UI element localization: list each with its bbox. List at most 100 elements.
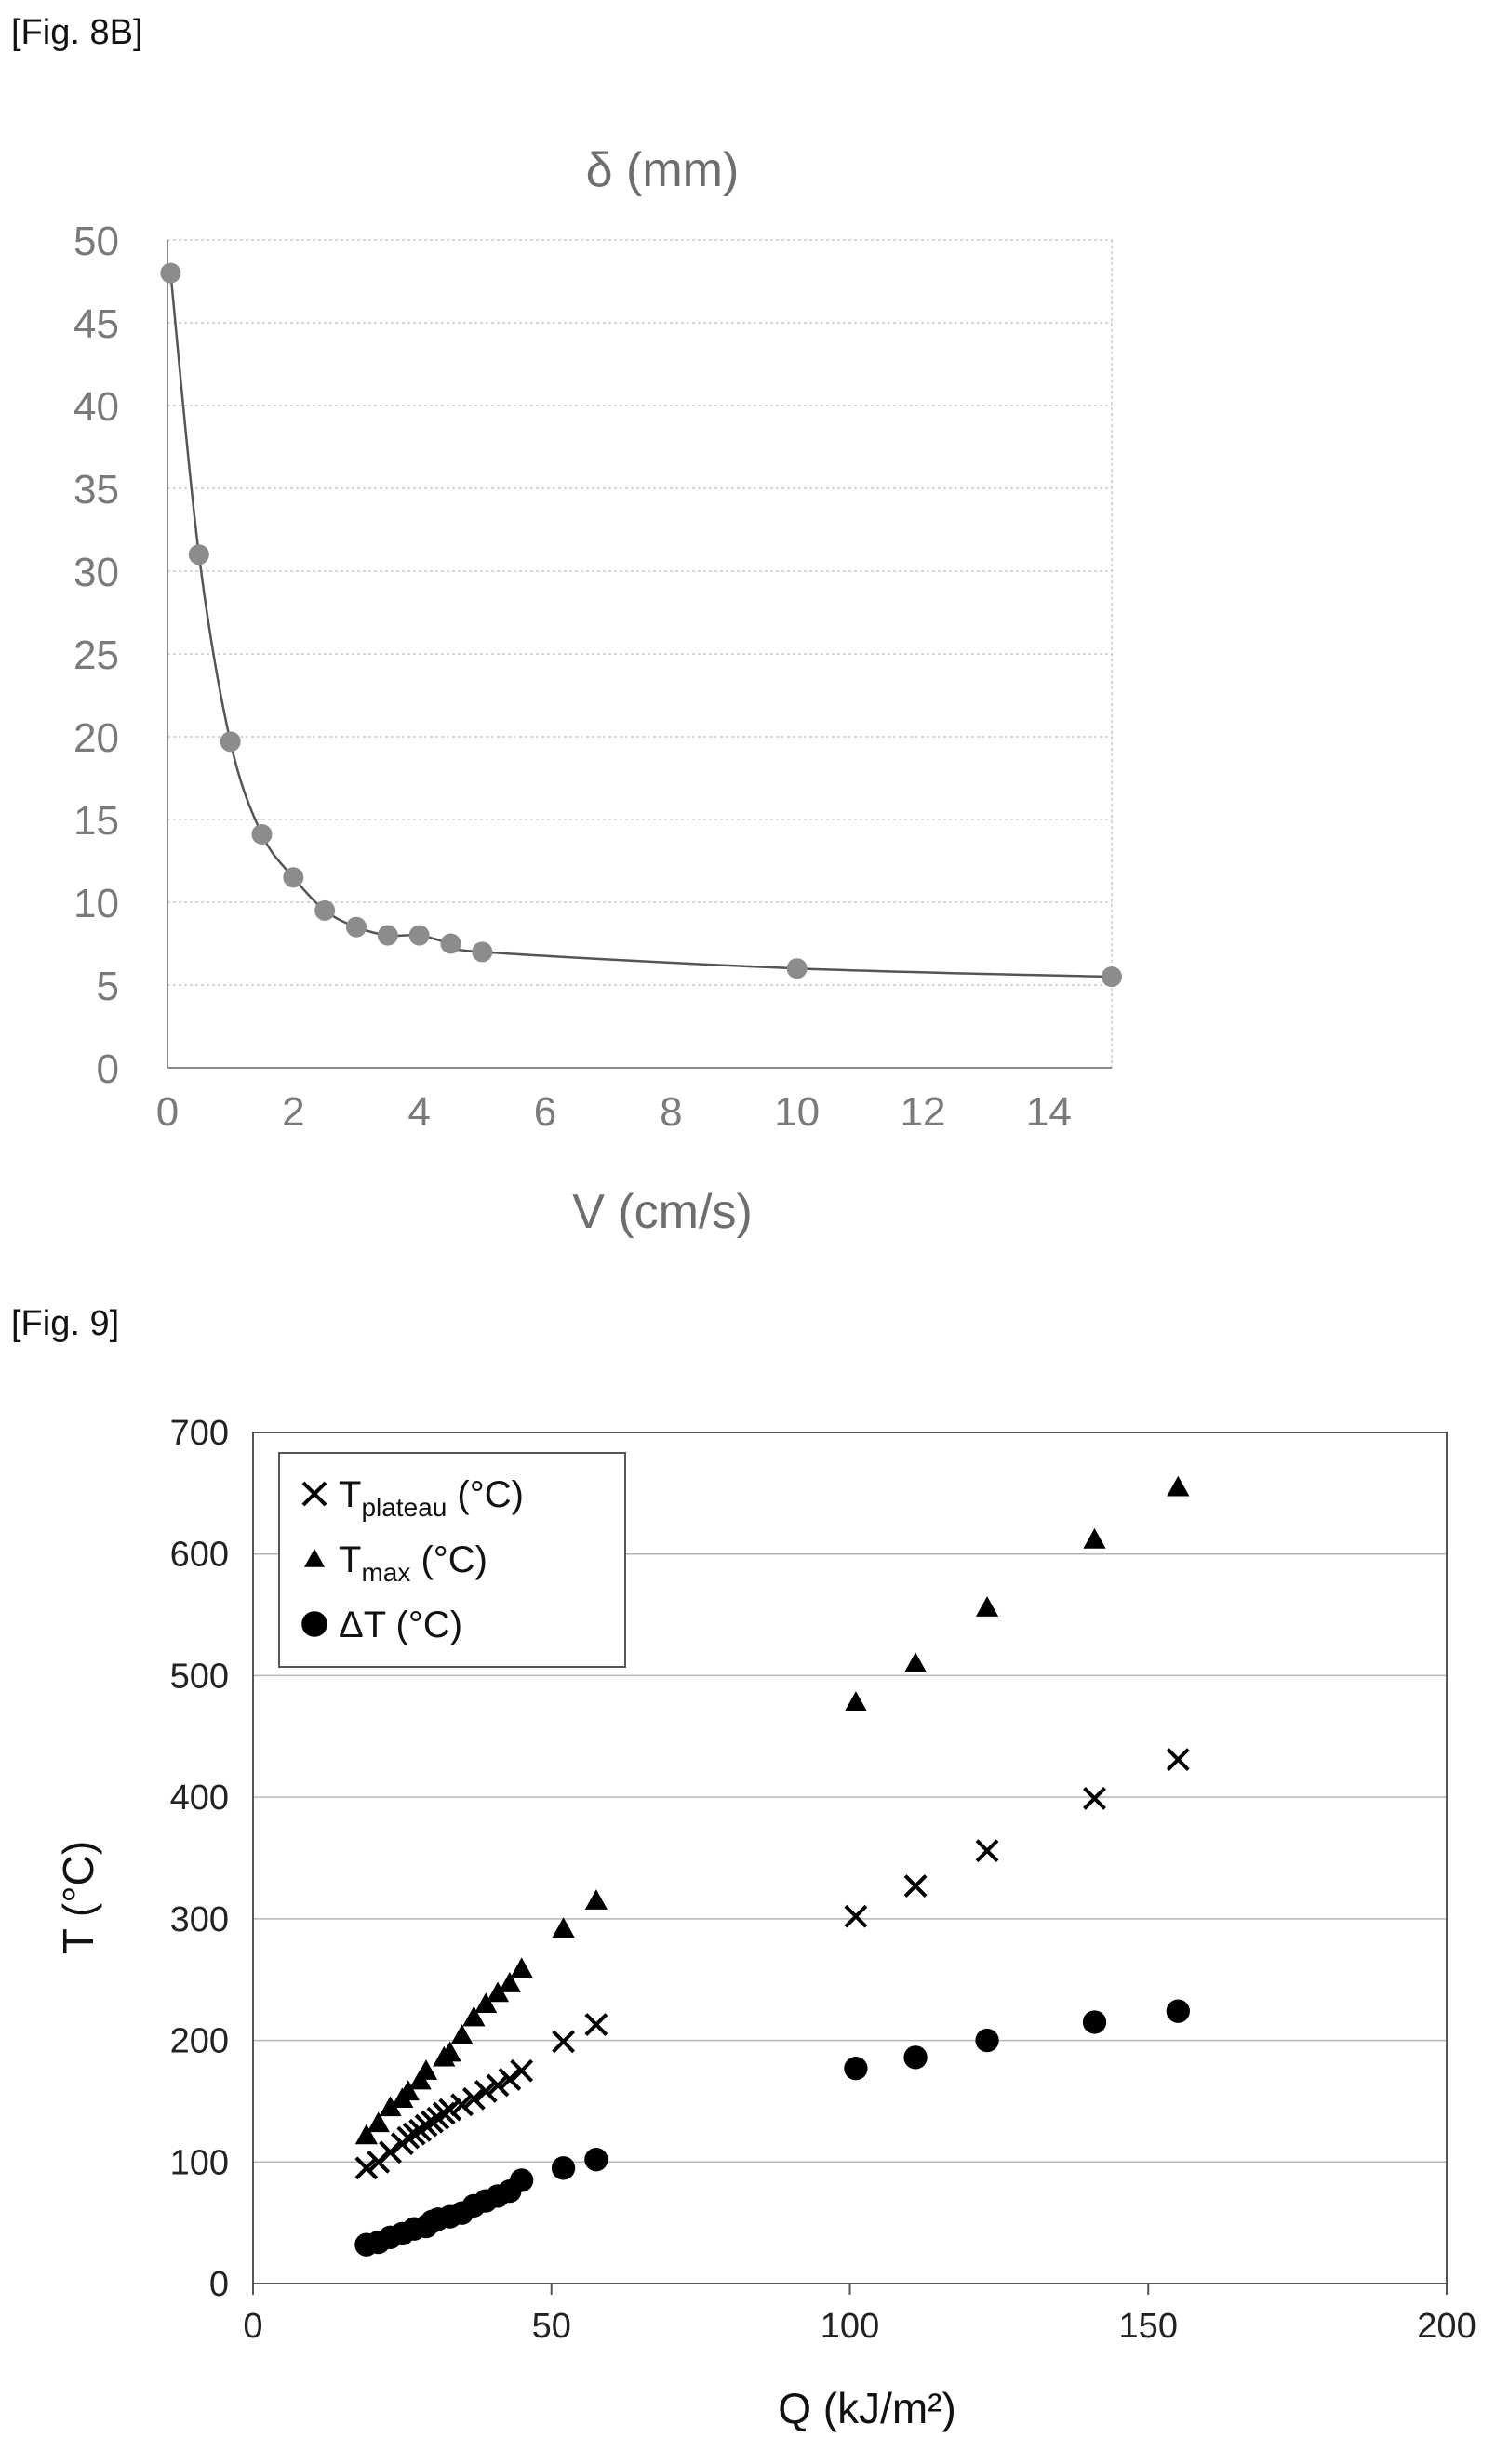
chart-9-tplateau-point xyxy=(1083,1787,1106,1810)
legend-marker xyxy=(304,1549,325,1567)
chart-8b-x-tick-label: 6 xyxy=(534,1089,556,1135)
chart-9-tick-labels: 0 100 200 300 400 500 600 700 0 50 100 150 200 xyxy=(170,1414,1476,2346)
chart-9-tmax-point xyxy=(975,1596,999,1617)
chart-9-plot-frame xyxy=(252,1432,1448,2284)
chart-9-tmax-point xyxy=(844,1691,868,1711)
chart-9-legend-box xyxy=(278,1452,626,1668)
chart-9-x-tick-label: 200 xyxy=(1417,2307,1476,2346)
chart-8b-data-point xyxy=(160,262,181,284)
chart-8b-data-point xyxy=(472,941,493,963)
chart-9-deltat-point xyxy=(1166,1999,1190,2023)
chart-9-tplateau-point xyxy=(510,2058,534,2083)
chart-8b-x-tick-label: 0 xyxy=(156,1089,179,1135)
chart-8b-data-point xyxy=(220,731,241,753)
chart-9-tplateau-point xyxy=(379,2140,402,2164)
chart-9-tmax-point xyxy=(450,2024,474,2045)
chart-9-x-tick-label: 150 xyxy=(1119,2307,1178,2346)
chart-9-tplateau-point xyxy=(486,2073,510,2098)
chart-9-x-tick-label: 50 xyxy=(532,2307,571,2346)
legend-entry-tplateau: Tplateau (°C) xyxy=(339,1474,524,1522)
chart-8b-data-point xyxy=(314,899,336,921)
chart-8b-y-tick-label: 45 xyxy=(73,301,119,347)
chart-9-tmax-point xyxy=(498,1972,521,1992)
chart-8b-data-point xyxy=(188,544,209,566)
chart-8b-x-tick-label: 12 xyxy=(901,1089,946,1135)
chart-8b-data-point xyxy=(283,867,304,888)
chart-9-tmax-point xyxy=(438,2041,461,2062)
chart-9-y-tick-label: 200 xyxy=(170,2022,229,2061)
chart-9-tplateau-point xyxy=(1166,1748,1190,1772)
chart-9-deltat-point xyxy=(551,2156,576,2180)
chart-8b-x-tick-label: 8 xyxy=(660,1089,682,1135)
chart-9-tmax-point xyxy=(367,2111,390,2133)
chart-8b-x-tick-label: 2 xyxy=(282,1089,304,1135)
chart-9-tplateau-point xyxy=(552,2030,575,2054)
chart-9-tmax-point xyxy=(584,1889,608,1910)
chart-9-tplateau-point xyxy=(584,2013,608,2036)
chart-9-y-tick-label: 0 xyxy=(209,2265,229,2304)
chart-9-tmax-point xyxy=(552,1917,575,1938)
chart-9-tplateau-point xyxy=(844,1904,868,1928)
chart-8b-x-tick-label: 4 xyxy=(407,1089,430,1135)
chart-8b-y-tick-label: 25 xyxy=(73,633,119,678)
chart-9-tmax-point xyxy=(462,2005,486,2027)
chart-9-tplateau-point xyxy=(450,2093,474,2117)
chart-9-y-tick-label: 300 xyxy=(170,1900,229,1939)
chart-9-deltat-point xyxy=(844,2056,868,2081)
chart-8b-series xyxy=(160,262,1122,988)
legend-entry-tmax: Tmax (°C) xyxy=(339,1539,487,1587)
chart-8b-data-point xyxy=(408,925,430,946)
chart-9-tplateau-point xyxy=(354,2156,379,2180)
chart-8b-y-tick-label: 50 xyxy=(73,219,119,264)
chart-9-deltat-point xyxy=(975,2028,999,2053)
chart-9-x-tick-label: 100 xyxy=(821,2307,879,2346)
chart-9-tplateau-point xyxy=(975,1839,999,1863)
chart-8b-tick-labels: 0 5 10 15 20 25 30 35 40 45 50 0 2 4 6 8 10 12 14 xyxy=(73,219,1072,1135)
chart-9-legend: Tplateau (°C) Tmax (°C) ΔT (°C) xyxy=(278,1452,626,1668)
chart-8b-y-tick-label: 20 xyxy=(73,715,119,761)
chart-9-x-tick-label: 0 xyxy=(243,2307,262,2346)
chart-8b-title: δ (mm) xyxy=(586,143,740,197)
chart-9-tmax-point xyxy=(510,1957,533,1978)
chart-9-tmax-point xyxy=(486,1981,510,2003)
chart-9-deltat-point xyxy=(903,2045,928,2070)
chart-9-tplateau-point xyxy=(903,1874,928,1898)
chart-9-tmax-point xyxy=(903,1652,928,1673)
chart-9-tmax-point xyxy=(354,2124,378,2145)
chart-9-tmax-point xyxy=(1083,1527,1106,1549)
chart-8b-y-tick-label: 35 xyxy=(73,467,119,513)
chart-9-y-tick-label: 400 xyxy=(170,1778,229,1818)
chart-9-tplateau-point xyxy=(461,2086,486,2111)
chart-8b-y-tick-label: 30 xyxy=(73,550,119,595)
chart-9-tmax-point xyxy=(414,2059,438,2080)
chart-9-series xyxy=(354,1475,1190,2257)
chart-9-y-tick-label: 100 xyxy=(170,2143,229,2182)
chart-9-y-tick-label: 700 xyxy=(170,1414,229,1453)
chart-9-y-tick-label: 600 xyxy=(170,1536,229,1575)
chart-fig-8b: δ (mm) V (cm/s) 0 5 10 15 20 25 30 35 40 45 50 0 2 4 6… xyxy=(73,143,1122,1239)
chart-9-axes xyxy=(252,1432,1448,2295)
chart-9-tmax-point xyxy=(396,2080,420,2101)
chart-8b-data-point xyxy=(440,933,461,954)
chart-8b-x-axis-label: V (cm/s) xyxy=(572,1185,753,1239)
fig-9-label: [Fig. 9] xyxy=(11,1304,120,1343)
chart-9-y-tick-label: 500 xyxy=(170,1657,229,1696)
chart-8b-data-point xyxy=(251,824,273,846)
chart-9-tplateau-point xyxy=(474,2080,498,2103)
legend-marker xyxy=(301,1611,327,1637)
chart-9-grid xyxy=(253,1552,1447,2164)
chart-8b-y-tick-label: 15 xyxy=(73,798,119,844)
chart-8b-data-point xyxy=(377,925,398,946)
chart-9-tmax-point xyxy=(1167,1475,1190,1497)
chart-8b-data-point xyxy=(786,958,808,979)
chart-9-y-axis-label: T (°C) xyxy=(54,1841,102,1954)
chart-8b-y-tick-label: 5 xyxy=(97,964,119,1009)
chart-8b-axes xyxy=(167,240,1112,1069)
legend-marker xyxy=(301,1481,327,1507)
chart-8b-data-point xyxy=(1102,966,1122,988)
chart-9-tplateau-point xyxy=(498,2067,522,2091)
chart-8b-y-tick-label: 10 xyxy=(73,881,119,926)
chart-8b-x-tick-label: 14 xyxy=(1026,1089,1072,1135)
chart-9-tplateau-point xyxy=(438,2098,462,2122)
